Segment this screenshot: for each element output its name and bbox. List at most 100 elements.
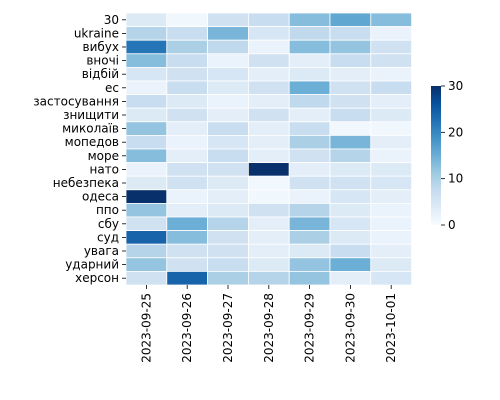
heatmap-cell [247, 243, 290, 259]
column-label: 2023-09-29 [303, 293, 317, 363]
heatmap-cell [207, 107, 249, 123]
row-label: відбій [82, 67, 119, 81]
heatmap-cell [125, 148, 168, 164]
heatmap-cell [329, 26, 372, 41]
colorbar: 0 10 20 30 [431, 79, 463, 232]
heatmap-cell [207, 121, 249, 136]
heatmap-cell [370, 148, 412, 164]
heatmap-cell [247, 39, 290, 55]
heatmap-cell [166, 94, 209, 109]
row-label: ukraine [74, 26, 119, 40]
heatmap-cell [329, 270, 372, 286]
row-label: сбу [98, 217, 119, 231]
heatmap-cell [207, 80, 249, 96]
heatmap-cell [370, 39, 412, 55]
row-label: херсон [75, 271, 119, 285]
heatmap-cell [329, 134, 372, 150]
heatmap-cell [166, 12, 209, 28]
heatmap-cell [247, 94, 290, 109]
row-label: мопедов [65, 135, 119, 149]
row-label: вибух [83, 40, 119, 54]
heatmap-cell [370, 107, 412, 123]
row-label: 30 [104, 13, 119, 27]
heatmap-cell [166, 53, 209, 68]
heatmap-cell [370, 162, 412, 177]
heatmap-cell [166, 243, 209, 259]
heatmap-cell [247, 257, 290, 272]
row-label: увага [84, 244, 119, 258]
heatmap-cell [247, 107, 290, 123]
heatmap-cell [207, 216, 249, 232]
row-label: нато [89, 162, 119, 176]
heatmap-cell [125, 257, 168, 272]
heatmap-cell [207, 257, 249, 272]
heatmap-cell [125, 175, 168, 191]
heatmap-cell [247, 270, 290, 286]
heatmap-cell [166, 216, 209, 232]
column-label: 2023-09-27 [221, 293, 235, 363]
heatmap-cell [329, 257, 372, 272]
heatmap-cell [207, 189, 249, 204]
row-label: ес [105, 81, 119, 95]
heatmap-cell [247, 162, 290, 177]
heatmap-cell [288, 230, 331, 245]
heatmap-cell [207, 162, 249, 177]
heatmap-cell [207, 230, 249, 245]
heatmap-cell [370, 257, 412, 272]
heatmap-cell [288, 53, 331, 68]
heatmap-cell [166, 230, 209, 245]
heatmap-cell [288, 270, 331, 286]
heatmap-cell [247, 230, 290, 245]
heatmap-cell [247, 148, 290, 164]
heatmap-cell [288, 12, 331, 28]
colorbar-tick-label: 20 [448, 125, 463, 139]
heatmap-cell [288, 162, 331, 177]
heatmap-cell [370, 270, 412, 286]
heatmap-cell [207, 94, 249, 109]
heatmap-cell [207, 67, 249, 82]
heatmap-cell [166, 80, 209, 96]
heatmap-cell [329, 53, 372, 68]
heatmap-cell [125, 53, 168, 68]
heatmap-cell [288, 67, 331, 82]
heatmap-cell [166, 107, 209, 123]
heatmap-cell [247, 67, 290, 82]
heatmap-cell [125, 202, 168, 218]
heatmap-cell [370, 202, 412, 218]
heatmap-cell [207, 270, 249, 286]
heatmap-cells [125, 12, 412, 286]
heatmap-cell [166, 39, 209, 55]
row-label: застосування [33, 94, 119, 108]
column-label: 2023-09-26 [180, 293, 194, 363]
colorbar-tick-label: 0 [448, 218, 456, 232]
heatmap-cell [166, 257, 209, 272]
column-label: 2023-09-25 [139, 293, 153, 363]
heatmap-cell [329, 80, 372, 96]
row-label: ппо [96, 203, 119, 217]
row-label: вночі [86, 54, 119, 68]
heatmap-cell [329, 162, 372, 177]
heatmap-cell [370, 80, 412, 96]
row-label: знищити [63, 108, 119, 122]
heatmap-cell [370, 230, 412, 245]
column-label: 2023-10-01 [384, 293, 398, 363]
heatmap-cell [288, 175, 331, 191]
heatmap-cell [207, 202, 249, 218]
heatmap-cell [166, 121, 209, 136]
heatmap-cell [207, 134, 249, 150]
row-label: море [88, 149, 119, 163]
heatmap-cell [370, 67, 412, 82]
colorbar-tick-label: 10 [448, 172, 463, 186]
heatmap-cell [166, 202, 209, 218]
heatmap-cell [329, 121, 372, 136]
heatmap-cell [125, 230, 168, 245]
heatmap-cell [166, 175, 209, 191]
heatmap-cell [125, 39, 168, 55]
heatmap-cell [329, 175, 372, 191]
heatmap-cell [370, 94, 412, 109]
column-label: 2023-09-28 [262, 293, 276, 363]
row-label: ударний [65, 258, 119, 272]
heatmap-cell [125, 107, 168, 123]
colorbar-gradient [431, 86, 441, 225]
